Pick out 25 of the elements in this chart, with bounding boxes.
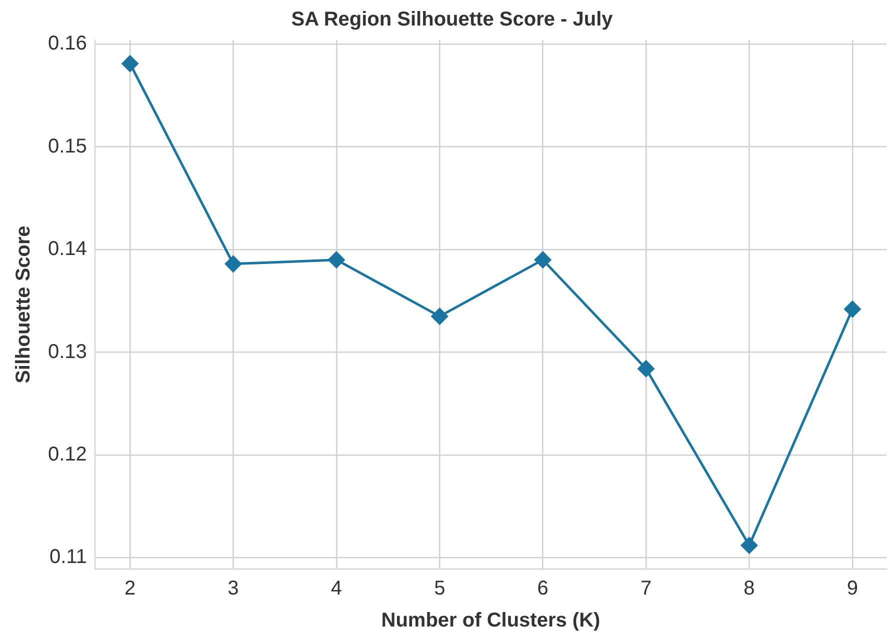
y-tick-label: 0.16: [48, 32, 87, 55]
x-tick-label: 4: [330, 578, 342, 600]
x-tick-label: 3: [228, 578, 239, 600]
point: [328, 252, 345, 268]
point: [122, 55, 138, 72]
chart-title: SA Region Silhouette Score - July: [291, 8, 614, 31]
y-tick-label: 0.13: [48, 340, 87, 363]
x-tick-label: 7: [640, 578, 652, 600]
point: [534, 252, 552, 268]
point: [638, 360, 654, 377]
point: [224, 256, 242, 272]
x-tick-label: 2: [124, 578, 136, 600]
y-tick-label: 0.11: [49, 546, 87, 568]
x-tick-label: 6: [537, 578, 548, 600]
x-tick-label: 5: [434, 578, 446, 600]
point: [431, 308, 448, 325]
y-tick-label: 0.12: [48, 444, 87, 466]
point: [844, 300, 861, 318]
point: [740, 537, 758, 554]
y-axis-title: Silhouette Score: [12, 226, 35, 384]
x-tick-label: 8: [744, 578, 755, 600]
x-tick-label: 9: [846, 578, 858, 600]
y-tick-label: 0.14: [48, 238, 87, 260]
x-axis-title: Number of Clusters (K): [381, 610, 600, 632]
y-tick-label: 0.15: [48, 135, 87, 158]
